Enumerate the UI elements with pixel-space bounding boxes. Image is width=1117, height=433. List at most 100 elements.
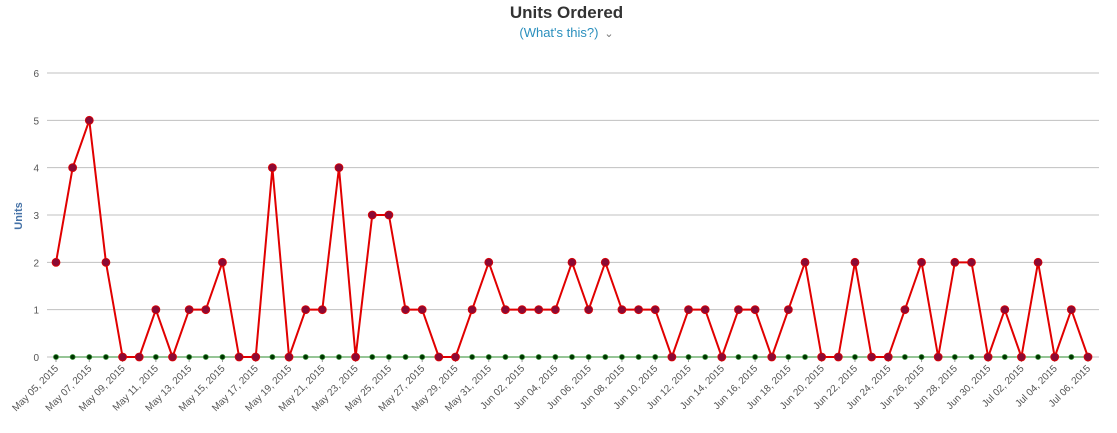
- data-point[interactable]: [234, 352, 244, 362]
- data-point[interactable]: [134, 352, 144, 362]
- data-point[interactable]: [783, 305, 793, 315]
- data-point[interactable]: [852, 354, 858, 360]
- data-point[interactable]: [218, 257, 227, 267]
- data-point[interactable]: [152, 354, 159, 360]
- data-point[interactable]: [800, 257, 810, 267]
- data-point[interactable]: [900, 305, 910, 315]
- data-point[interactable]: [168, 352, 177, 362]
- data-point[interactable]: [1050, 352, 1060, 362]
- data-point[interactable]: [950, 257, 960, 267]
- data-point[interactable]: [334, 163, 344, 173]
- data-point[interactable]: [1066, 305, 1076, 315]
- data-point[interactable]: [767, 352, 777, 362]
- data-point[interactable]: [467, 305, 477, 315]
- data-point[interactable]: [434, 352, 444, 362]
- data-point[interactable]: [517, 305, 527, 315]
- data-point[interactable]: [1033, 257, 1043, 267]
- data-point[interactable]: [401, 305, 410, 315]
- data-point[interactable]: [619, 354, 625, 360]
- data-point[interactable]: [967, 257, 976, 267]
- data-point[interactable]: [867, 352, 877, 362]
- data-point[interactable]: [301, 305, 311, 315]
- data-point[interactable]: [1035, 354, 1041, 360]
- data-point[interactable]: [600, 257, 610, 267]
- data-point[interactable]: [469, 354, 476, 360]
- data-point[interactable]: [267, 163, 277, 173]
- data-point[interactable]: [319, 354, 326, 360]
- data-point[interactable]: [634, 305, 643, 315]
- data-point[interactable]: [883, 352, 893, 362]
- data-point[interactable]: [451, 352, 460, 362]
- data-point[interactable]: [219, 354, 226, 360]
- data-point[interactable]: [1000, 305, 1010, 315]
- data-point[interactable]: [717, 352, 727, 362]
- data-point[interactable]: [750, 305, 760, 315]
- data-point[interactable]: [534, 305, 544, 315]
- data-point[interactable]: [983, 352, 993, 362]
- data-point[interactable]: [151, 305, 161, 315]
- data-point[interactable]: [485, 354, 492, 360]
- data-point[interactable]: [550, 305, 560, 315]
- data-point[interactable]: [186, 354, 193, 360]
- data-point[interactable]: [850, 257, 860, 267]
- whats-this-link[interactable]: (What's this?) ⌄: [0, 25, 1117, 40]
- data-point[interactable]: [402, 354, 409, 360]
- data-point[interactable]: [917, 257, 926, 267]
- data-point[interactable]: [84, 115, 94, 125]
- data-point[interactable]: [519, 354, 525, 360]
- data-point[interactable]: [918, 354, 925, 360]
- data-point[interactable]: [702, 354, 709, 360]
- data-point[interactable]: [269, 354, 276, 360]
- data-point[interactable]: [785, 354, 792, 360]
- data-point[interactable]: [817, 352, 827, 362]
- data-point[interactable]: [202, 354, 209, 360]
- data-point[interactable]: [201, 305, 211, 315]
- data-point[interactable]: [1068, 354, 1075, 360]
- data-point[interactable]: [951, 354, 958, 360]
- data-point[interactable]: [752, 354, 758, 360]
- data-point[interactable]: [367, 210, 377, 220]
- data-point[interactable]: [502, 354, 509, 360]
- data-point[interactable]: [351, 352, 361, 362]
- data-point[interactable]: [833, 352, 843, 362]
- data-point[interactable]: [567, 257, 577, 267]
- data-point[interactable]: [501, 305, 510, 315]
- data-point[interactable]: [484, 257, 494, 267]
- data-point[interactable]: [535, 354, 542, 360]
- data-point[interactable]: [735, 354, 742, 360]
- data-point[interactable]: [684, 305, 693, 315]
- data-point[interactable]: [685, 354, 692, 360]
- data-point[interactable]: [251, 352, 261, 362]
- data-point[interactable]: [336, 354, 342, 360]
- data-point[interactable]: [184, 305, 194, 315]
- data-point[interactable]: [68, 163, 78, 173]
- data-point[interactable]: [802, 354, 808, 360]
- data-point[interactable]: [667, 352, 677, 362]
- data-point[interactable]: [933, 352, 943, 362]
- data-point[interactable]: [968, 354, 975, 360]
- data-point[interactable]: [69, 354, 76, 360]
- data-point[interactable]: [86, 354, 93, 360]
- data-point[interactable]: [1017, 352, 1026, 362]
- data-point[interactable]: [118, 352, 127, 362]
- data-point[interactable]: [53, 354, 59, 360]
- data-point[interactable]: [652, 354, 659, 360]
- data-point[interactable]: [101, 257, 111, 267]
- data-point[interactable]: [635, 354, 642, 360]
- data-point[interactable]: [902, 354, 908, 360]
- data-point[interactable]: [51, 257, 61, 267]
- data-point[interactable]: [1083, 352, 1093, 362]
- data-point[interactable]: [302, 354, 309, 360]
- data-point[interactable]: [103, 354, 109, 360]
- data-point[interactable]: [417, 305, 427, 315]
- data-point[interactable]: [1001, 354, 1008, 360]
- data-point[interactable]: [284, 352, 294, 362]
- data-point[interactable]: [384, 210, 394, 220]
- data-point[interactable]: [552, 354, 559, 360]
- data-point[interactable]: [602, 354, 609, 360]
- data-point[interactable]: [700, 305, 710, 315]
- data-point[interactable]: [734, 305, 743, 315]
- data-point[interactable]: [617, 305, 627, 315]
- data-point[interactable]: [650, 305, 660, 315]
- data-point[interactable]: [369, 354, 376, 360]
